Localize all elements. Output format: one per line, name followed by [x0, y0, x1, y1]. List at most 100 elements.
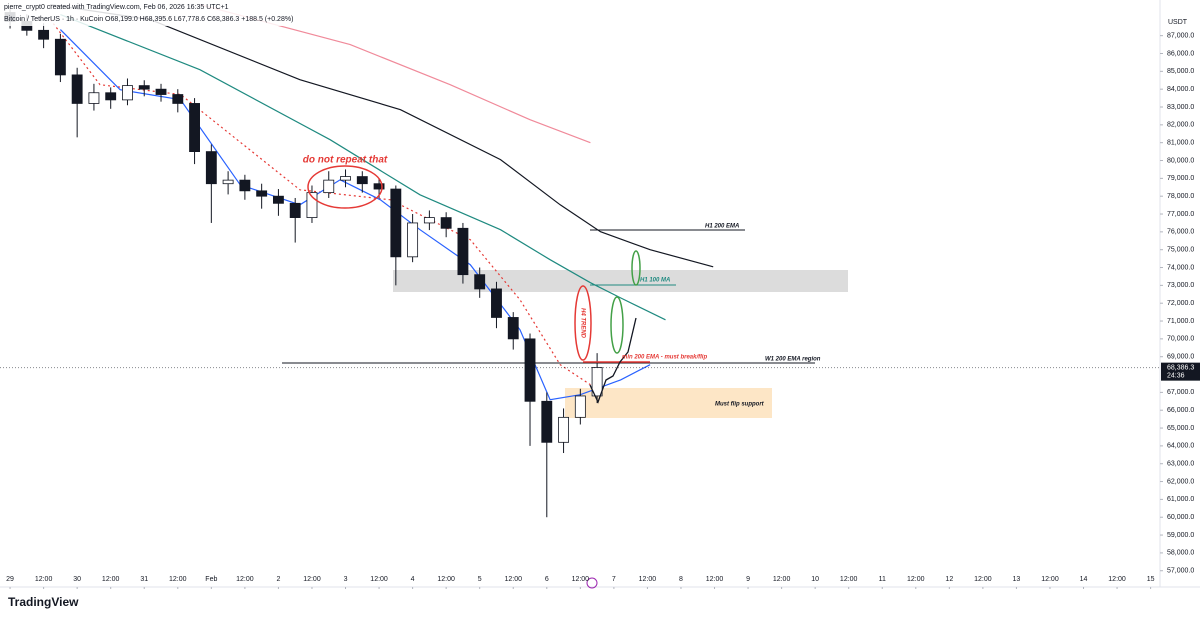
y-tick-label: 79,000.0	[1167, 175, 1194, 182]
candle-body	[407, 222, 419, 258]
candle-body	[491, 288, 502, 318]
x-tick-label: Feb	[205, 576, 217, 583]
x-tick-label: 12:00	[840, 576, 858, 583]
candle-body	[524, 338, 536, 402]
y-tick-label: 73,000.0	[1167, 282, 1194, 289]
y-tick-label: 86,000.0	[1167, 50, 1194, 57]
candle-body	[390, 188, 402, 258]
candle-body	[356, 176, 368, 185]
annotation: do not repeat that	[303, 155, 388, 166]
x-tick-label: 8	[679, 576, 683, 583]
x-tick-label: 29	[6, 576, 14, 583]
x-tick-label: 12:00	[572, 576, 590, 583]
annotation: Must flip support	[715, 402, 765, 408]
drawings: H1 200 EMA H1 100 MA H4 TREND min 200 EM…	[282, 155, 821, 408]
candle-body	[189, 103, 200, 153]
candle-body	[256, 190, 268, 197]
x-tick-label: 6	[545, 576, 549, 583]
x-tick-label: 12	[945, 576, 953, 583]
y-tick-label: 85,000.0	[1167, 68, 1194, 75]
y-tick-label: 57,000.0	[1167, 568, 1194, 575]
x-tick-label: 2	[276, 576, 280, 583]
projection-path	[589, 317, 637, 404]
x-tick-label: 12:00	[773, 576, 791, 583]
candle-body	[440, 217, 452, 229]
resistance-zone	[393, 270, 848, 292]
y-tick-label: 81,000.0	[1167, 140, 1194, 147]
x-tick-label: 12:00	[102, 576, 120, 583]
x-tick-label: 12:00	[437, 576, 455, 583]
candle-body	[423, 217, 435, 224]
candle-body	[474, 274, 486, 290]
x-tick-label: 12:00	[303, 576, 321, 583]
event-icon[interactable]	[586, 577, 598, 589]
header-bg	[0, 0, 360, 26]
y-tick-label: 74,000.0	[1167, 264, 1194, 271]
moving-average	[50, 4, 714, 268]
candle-body	[122, 85, 133, 101]
candle-body	[323, 179, 335, 194]
candle-body	[172, 94, 184, 104]
y-tick-label: 70,000.0	[1167, 336, 1194, 343]
y-tick-label: 72,000.0	[1167, 300, 1194, 307]
candle-body	[222, 179, 234, 185]
x-tick-label: 7	[612, 576, 616, 583]
annotation: H1 100 MA	[640, 278, 670, 284]
y-tick-label: 63,000.0	[1167, 461, 1194, 468]
candle-body	[289, 202, 301, 218]
candle-body	[105, 92, 117, 101]
y-tick-label: 62,000.0	[1167, 478, 1194, 485]
candle-body	[71, 74, 83, 104]
y-tick-label: 76,000.0	[1167, 229, 1194, 236]
x-tick-label: 13	[1013, 576, 1021, 583]
x-tick-label: 12:00	[1108, 576, 1126, 583]
y-tick-label: 82,000.0	[1167, 122, 1194, 129]
header: pierre_crypt0 created with TradingView.c…	[4, 4, 229, 11]
last-price-label: 68,386.3	[1167, 364, 1194, 371]
x-tick-label: 12:00	[1041, 576, 1059, 583]
y-tick-label: 61,000.0	[1167, 496, 1194, 503]
y-tick-label: 59,000.0	[1167, 532, 1194, 539]
candle-body	[373, 183, 385, 190]
candle-body	[205, 151, 217, 185]
currency: USDT	[1168, 19, 1188, 26]
candle-body	[574, 395, 586, 418]
y-tick-label: 65,000.0	[1167, 425, 1194, 432]
x-tick-label: 3	[344, 576, 348, 583]
candle-body	[541, 400, 553, 443]
candle-body	[558, 416, 569, 443]
x-tick-label: 12:00	[370, 576, 388, 583]
trend-ellipse	[574, 285, 592, 361]
y-tick-label: 84,000.0	[1167, 86, 1194, 93]
y-tick-label: 64,000.0	[1167, 443, 1194, 450]
y-tick-label: 60,000.0	[1167, 514, 1194, 521]
y-tick-label: 66,000.0	[1167, 407, 1194, 414]
x-tick-label: 12:00	[236, 576, 254, 583]
candle-body	[54, 38, 66, 76]
x-tick-label: 12:00	[974, 576, 992, 583]
x-tick-label: 15	[1147, 576, 1155, 583]
y-tick-label: 58,000.0	[1167, 550, 1194, 557]
candle-body	[155, 88, 167, 95]
annotation: H4 TREND	[579, 308, 585, 339]
x-tick-label: 14	[1080, 576, 1088, 583]
candle-body	[272, 195, 284, 204]
y-tick-label: 69,000.0	[1167, 354, 1194, 361]
symbol-line: Bitcoin / TetherUS · 1h · KuCoin O68,199…	[4, 16, 293, 23]
moving-average	[199, 4, 591, 144]
y-tick-label: 77,000.0	[1167, 211, 1194, 218]
warning-ellipse	[307, 165, 383, 209]
candle-body	[340, 176, 351, 181]
x-tick-label: 31	[140, 576, 148, 583]
x-tick-label: 10	[811, 576, 819, 583]
x-tick-label: 9	[746, 576, 750, 583]
annotation: H1 200 EMA	[705, 224, 739, 230]
x-tick-label: 11	[879, 576, 886, 583]
candle-body	[306, 192, 318, 218]
x-tick-label: 12:00	[639, 576, 657, 583]
y-tick-label: 80,000.0	[1167, 157, 1194, 164]
candle-body	[457, 227, 469, 276]
y-tick-label: 71,000.0	[1167, 318, 1194, 325]
x-tick-label: 12:00	[169, 576, 187, 583]
